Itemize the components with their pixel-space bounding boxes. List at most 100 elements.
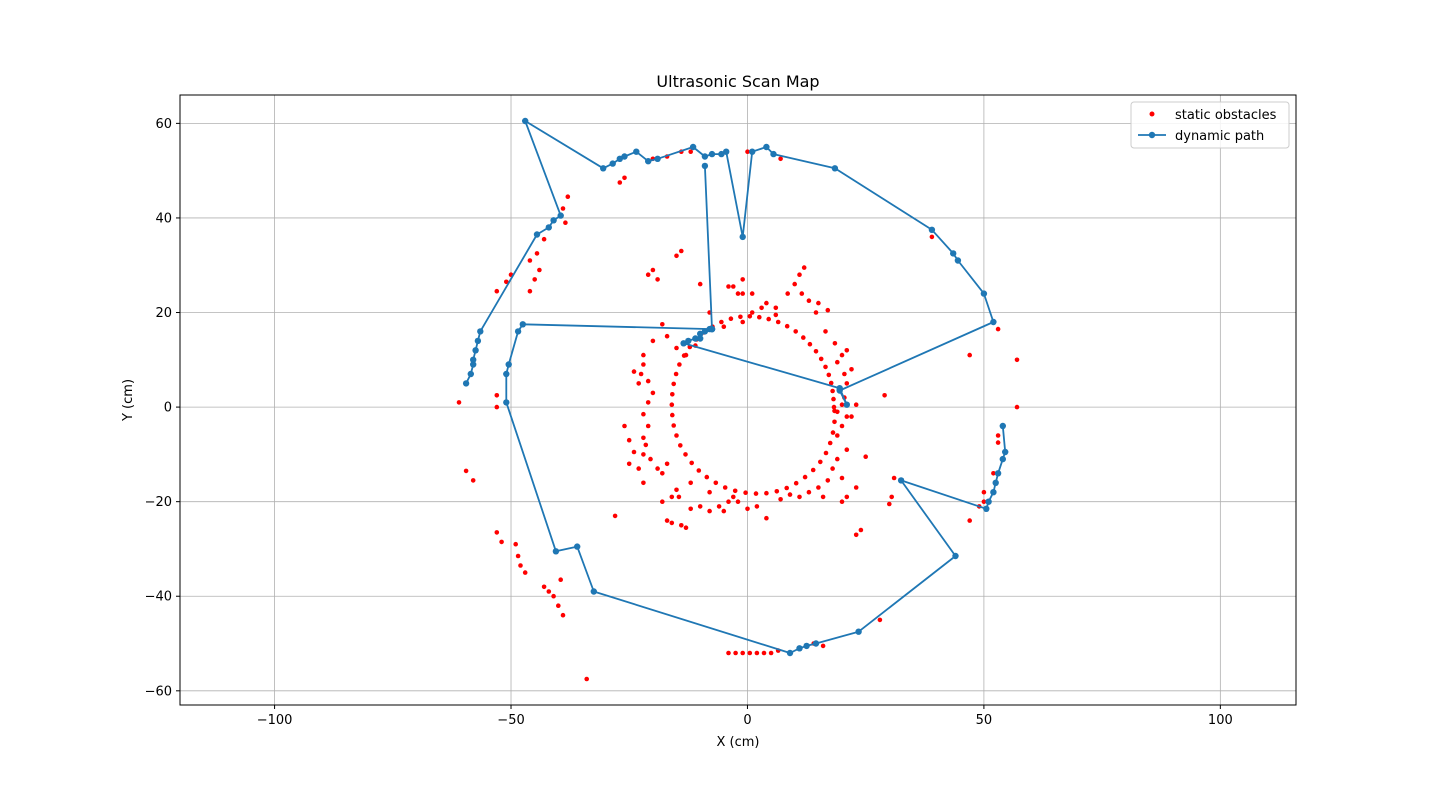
y-tick-label: 0 [164, 401, 172, 416]
static-obstacle-point [757, 314, 762, 320]
dynamic-path-point [770, 150, 777, 158]
static-obstacle-point [650, 338, 656, 344]
static-obstacle-point [669, 402, 675, 408]
static-obstacle-point [766, 316, 771, 322]
static-obstacle-point [696, 468, 702, 473]
static-obstacle-point [858, 527, 864, 533]
static-obstacle-point [773, 305, 779, 311]
static-obstacle-point [839, 499, 845, 505]
dynamic-path-point [680, 340, 687, 347]
static-obstacle-point [792, 281, 797, 287]
static-obstacle-point [631, 449, 637, 455]
static-obstacle-point [660, 322, 665, 327]
dynamic-path-point [701, 162, 709, 170]
dynamic-path-point [590, 588, 597, 595]
static-obstacle-point [967, 352, 972, 358]
axis-ticks: −100 −50 0 50 100 −60 −40 −20 0 20 40 60 [145, 117, 1233, 728]
static-obstacle-point [753, 491, 759, 496]
static-obstacle-point [887, 501, 892, 507]
static-obstacle-point [671, 381, 676, 387]
dynamic-path-point [474, 337, 482, 345]
static-obstacle-point [655, 277, 660, 282]
static-obstacle-point [683, 452, 688, 457]
static-obstacle-point [832, 419, 837, 425]
static-obstacle-point [584, 676, 589, 682]
static-obstacle-point [775, 319, 781, 325]
static-obstacle-point [844, 414, 850, 419]
y-tick-label: −20 [145, 495, 172, 510]
static-obstacle-point [674, 345, 679, 351]
static-obstacle-point [844, 348, 850, 353]
static-obstacle-point [793, 480, 799, 486]
static-obstacle-point [622, 423, 627, 429]
dynamic-path-point [514, 328, 522, 335]
dynamic-path-point [654, 155, 661, 162]
y-tick-label: 60 [155, 117, 172, 132]
dynamic-path-point [503, 399, 510, 406]
static-obstacle-point [844, 494, 850, 500]
static-obstacle-point [697, 504, 703, 509]
static-obstacle-point [816, 485, 821, 490]
static-obstacle-point [844, 447, 850, 453]
static-obstacle-point [806, 298, 812, 304]
static-obstacle-point [671, 423, 676, 428]
static-obstacle-point [638, 371, 644, 377]
dynamic-path-point [550, 217, 557, 224]
static-obstacle-point [799, 291, 805, 296]
static-obstacle-point [784, 485, 789, 491]
static-obstacle-point [456, 400, 462, 405]
static-obstacle-point [832, 341, 838, 346]
static-obstacle-point [747, 314, 753, 319]
dynamic-path-point [708, 325, 716, 333]
plot-area-frame [179, 94, 1297, 706]
static-obstacle-point [738, 314, 743, 320]
dynamic-path-point [519, 321, 526, 328]
static-obstacle-point [823, 450, 829, 456]
static-obstacle-point [726, 284, 731, 289]
static-obstacle-point [740, 319, 745, 325]
static-obstacle-point [683, 352, 689, 358]
static-obstacle-point [645, 423, 651, 429]
static-obstacle-point [704, 474, 710, 480]
static-obstacle-point [831, 396, 836, 402]
static-obstacle-point [825, 307, 831, 313]
static-obstacle-point [636, 381, 641, 386]
static-obstacle-point [612, 513, 618, 519]
static-obstacle-point [645, 378, 651, 384]
static-obstacle-point [929, 234, 935, 240]
dynamic-path-line [465, 120, 1007, 654]
static-obstacle-point [669, 520, 675, 526]
static-obstacle-point [820, 494, 826, 500]
x-tick-label: 100 [1208, 713, 1233, 728]
chart-title: Ultrasonic Scan Map [656, 72, 819, 91]
static-obstacle-point [743, 490, 748, 496]
dynamic-path-point [803, 642, 810, 650]
static-obstacle-point [806, 489, 812, 495]
dynamic-path-point [950, 250, 957, 257]
static-obstacle-point [678, 443, 683, 448]
static-obstacle-point [676, 494, 682, 500]
static-obstacle-point [499, 539, 504, 545]
dynamic-path-point [796, 645, 803, 652]
static-obstacle-point [551, 593, 556, 599]
dynamic-path-point [994, 470, 1002, 477]
static-obstacle-point [787, 492, 793, 497]
static-obstacle-point [513, 541, 518, 547]
dynamic-path-point [990, 318, 997, 326]
static-obstacle-point [565, 194, 571, 199]
x-axis-label: X (cm) [717, 735, 760, 750]
static-obstacle-point [835, 456, 840, 462]
static-obstacle-point [537, 267, 542, 273]
static-obstacle-point [764, 515, 769, 521]
dynamic-path-point [685, 337, 692, 345]
dynamic-path-point [723, 148, 730, 155]
static-obstacle-point [842, 371, 847, 377]
static-obstacle-point [818, 356, 824, 362]
static-obstacle-point [645, 272, 651, 278]
static-obstacle-point [995, 440, 1001, 445]
static-obstacle-point [745, 149, 750, 154]
dynamic-path-series [462, 117, 1009, 657]
dynamic-path-point [990, 489, 997, 496]
static-obstacle-point [853, 485, 859, 490]
static-obstacle-point [670, 392, 675, 397]
